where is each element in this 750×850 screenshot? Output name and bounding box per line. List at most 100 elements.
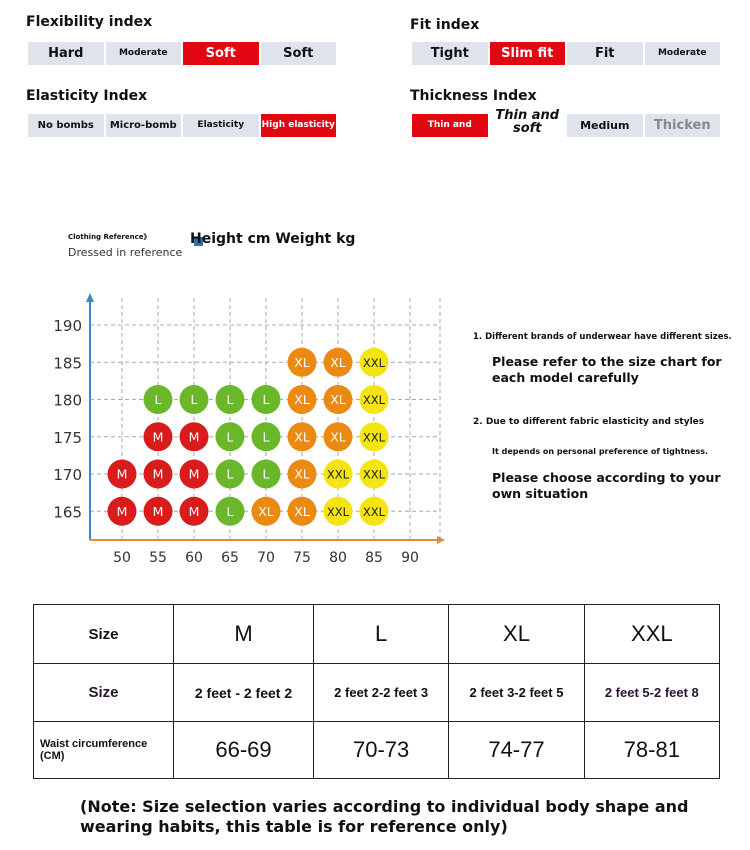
- size-bubble-xxl: [359, 422, 389, 452]
- size-table: Size M L XL XXL Size 2 feet - 2 feet 2 2…: [33, 604, 721, 779]
- bubble-label: XXL: [363, 468, 386, 482]
- table-header: Size: [33, 604, 174, 664]
- bubble-label: M: [153, 429, 164, 444]
- index-option: Micro-bomb: [105, 114, 181, 137]
- table-cell: 74-77: [448, 721, 585, 779]
- x-axis-arrow-icon: [437, 536, 445, 544]
- thickness-index-title: Thickness Index: [410, 88, 537, 104]
- table-cell: 2 feet 5-2 feet 8: [583, 663, 721, 722]
- chart-title: Height cm Weight kg: [190, 231, 356, 247]
- table-cell: XL: [448, 604, 585, 664]
- size-bubble-xl: [251, 496, 281, 526]
- y-axis-arrow-icon: [86, 293, 94, 302]
- bubble-label: XXL: [363, 356, 386, 370]
- size-bubble-xxl: [359, 459, 389, 489]
- legend-square-icon: [194, 237, 203, 246]
- index-option-selected: Soft: [183, 42, 259, 65]
- index-option: No bombs: [28, 114, 104, 137]
- bubble-label: L: [263, 429, 270, 444]
- size-bubble-xl: [323, 422, 353, 452]
- x-tick-label: 60: [185, 550, 203, 566]
- elasticity-index-title: Elasticity Index: [26, 88, 148, 104]
- table-cell: M: [173, 604, 314, 664]
- bubble-label: L: [227, 392, 234, 407]
- bubble-label: XL: [330, 392, 346, 407]
- index-option: Thin and soft: [489, 106, 565, 137]
- bubble-label: M: [189, 504, 200, 519]
- size-bubble-m: [179, 422, 209, 452]
- bubble-label: XL: [294, 467, 310, 482]
- index-option-selected: High elasticity: [260, 114, 336, 137]
- size-bubble-m: [179, 496, 209, 526]
- size-bubble-xl: [287, 422, 317, 452]
- bubble-label: L: [227, 467, 234, 482]
- table-cell: 66-69: [173, 721, 314, 779]
- bubble-label: XL: [294, 504, 310, 519]
- y-tick-label: 190: [53, 317, 82, 335]
- size-bubble-xl: [287, 385, 317, 414]
- bubble-label: XXL: [327, 468, 350, 482]
- bubble-label: XL: [294, 429, 310, 444]
- bubble-label: M: [189, 429, 200, 444]
- size-bubble-l: [215, 496, 245, 526]
- table-cell: 78-81: [583, 721, 721, 779]
- size-bubble-xxl: [359, 385, 389, 414]
- size-bubble-xl: [323, 347, 353, 377]
- index-option: Tight: [412, 42, 488, 65]
- size-bubble-xxl: [323, 496, 353, 526]
- x-tick-label: 90: [401, 550, 419, 566]
- note-1-detail: Please refer to the size chart for each …: [492, 354, 722, 385]
- table-cell: 2 feet - 2 feet 2: [173, 663, 314, 722]
- bubble-label: L: [155, 392, 162, 407]
- flexibility-index-bar: Hard Moderate Soft Soft: [28, 42, 336, 65]
- index-option: Moderate: [105, 42, 181, 65]
- x-tick-label: 80: [329, 550, 347, 566]
- bubble-label: L: [227, 429, 234, 444]
- size-bubble-xxl: [323, 459, 353, 489]
- y-tick-label: 165: [53, 503, 82, 521]
- index-option: Fit: [567, 42, 643, 65]
- size-bubble-xl: [323, 385, 353, 414]
- bubble-label: M: [117, 467, 128, 482]
- size-bubble-m: [107, 459, 137, 489]
- y-tick-label: 185: [53, 354, 82, 372]
- size-bubble-xl: [287, 347, 317, 377]
- table-cell: XXL: [583, 604, 721, 664]
- bubble-label: XXL: [327, 505, 350, 519]
- size-bubble-l: [143, 385, 173, 414]
- index-option: Hard: [28, 42, 104, 65]
- table-header: Size: [33, 663, 174, 722]
- size-bubble-m: [107, 496, 137, 526]
- index-option: Medium: [567, 114, 643, 137]
- index-option: Thicken: [644, 114, 720, 137]
- y-tick-label: 170: [53, 466, 82, 484]
- size-bubble-l: [251, 385, 281, 414]
- bubble-label: M: [189, 467, 200, 482]
- bubble-label: M: [117, 504, 128, 519]
- size-bubble-xl: [287, 496, 317, 526]
- bubble-label: L: [263, 392, 270, 407]
- table-row: Size M L XL XXL: [33, 604, 721, 664]
- flexibility-index-title: Flexibility index: [26, 14, 153, 30]
- table-row: Waist circumference (CM) 66-69 70-73 74-…: [33, 721, 721, 779]
- legend-sub-label: Dressed in reference: [68, 246, 183, 259]
- bubble-label: XXL: [363, 393, 386, 407]
- size-bubble-l: [215, 459, 245, 489]
- size-bubble-l: [179, 385, 209, 414]
- size-bubble-m: [179, 459, 209, 489]
- table-cell: L: [312, 604, 450, 664]
- fit-index-bar: Tight Slim fit Fit Moderate: [412, 42, 720, 65]
- table-cell: 2 feet 2-2 feet 3: [312, 663, 450, 722]
- bubble-label: XXL: [363, 430, 386, 444]
- size-bubble-m: [143, 422, 173, 452]
- elasticity-index-bar: No bombs Micro-bomb Elasticity High elas…: [28, 114, 336, 137]
- index-option: Elasticity: [183, 114, 259, 137]
- legend-small-label: Clothing Reference》: [68, 233, 151, 241]
- size-bubble-xxl: [359, 496, 389, 526]
- bubble-label: M: [153, 467, 164, 482]
- size-bubble-m: [143, 459, 173, 489]
- table-header: Waist circumference (CM): [33, 721, 174, 779]
- size-bubble-xl: [287, 459, 317, 489]
- bubble-label: L: [227, 504, 234, 519]
- table-row: Size 2 feet - 2 feet 2 2 feet 2-2 feet 3…: [33, 663, 721, 722]
